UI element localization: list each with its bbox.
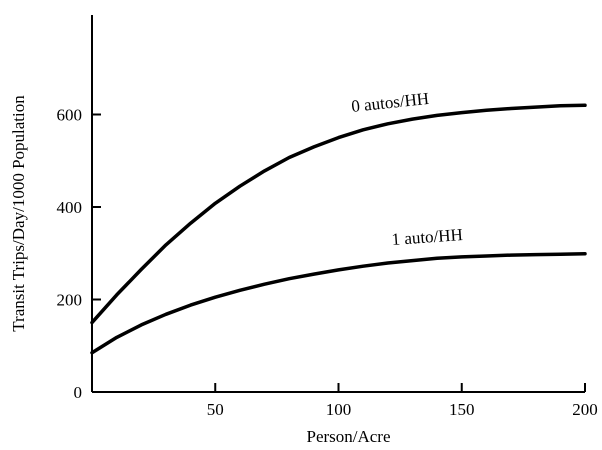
y-tick-label: 200: [57, 291, 83, 310]
series-line: [90, 103, 587, 325]
y-tick-label: 400: [57, 198, 83, 217]
x-axis-title: Person/Acre: [306, 427, 390, 446]
series-label: 0 autos/HH: [350, 89, 429, 116]
x-tick-label: 150: [449, 400, 475, 419]
y-tick-label: 600: [57, 106, 83, 125]
axes: [91, 15, 585, 393]
series-layer: 0 autos/HH 1 auto/HH: [90, 89, 587, 355]
series-line: [90, 251, 587, 355]
y-tick-label: 0: [74, 383, 83, 402]
x-tick-label: 50: [207, 400, 224, 419]
x-tick-label: 100: [326, 400, 352, 419]
series-label: 1 auto/HH: [391, 225, 463, 249]
y-axis-title: Transit Trips/Day/1000 Population: [9, 95, 28, 332]
x-ticks: 50 100 150 200: [207, 383, 598, 419]
y-ticks: 0 200 400 600: [57, 106, 101, 402]
x-tick-label: 200: [572, 400, 598, 419]
